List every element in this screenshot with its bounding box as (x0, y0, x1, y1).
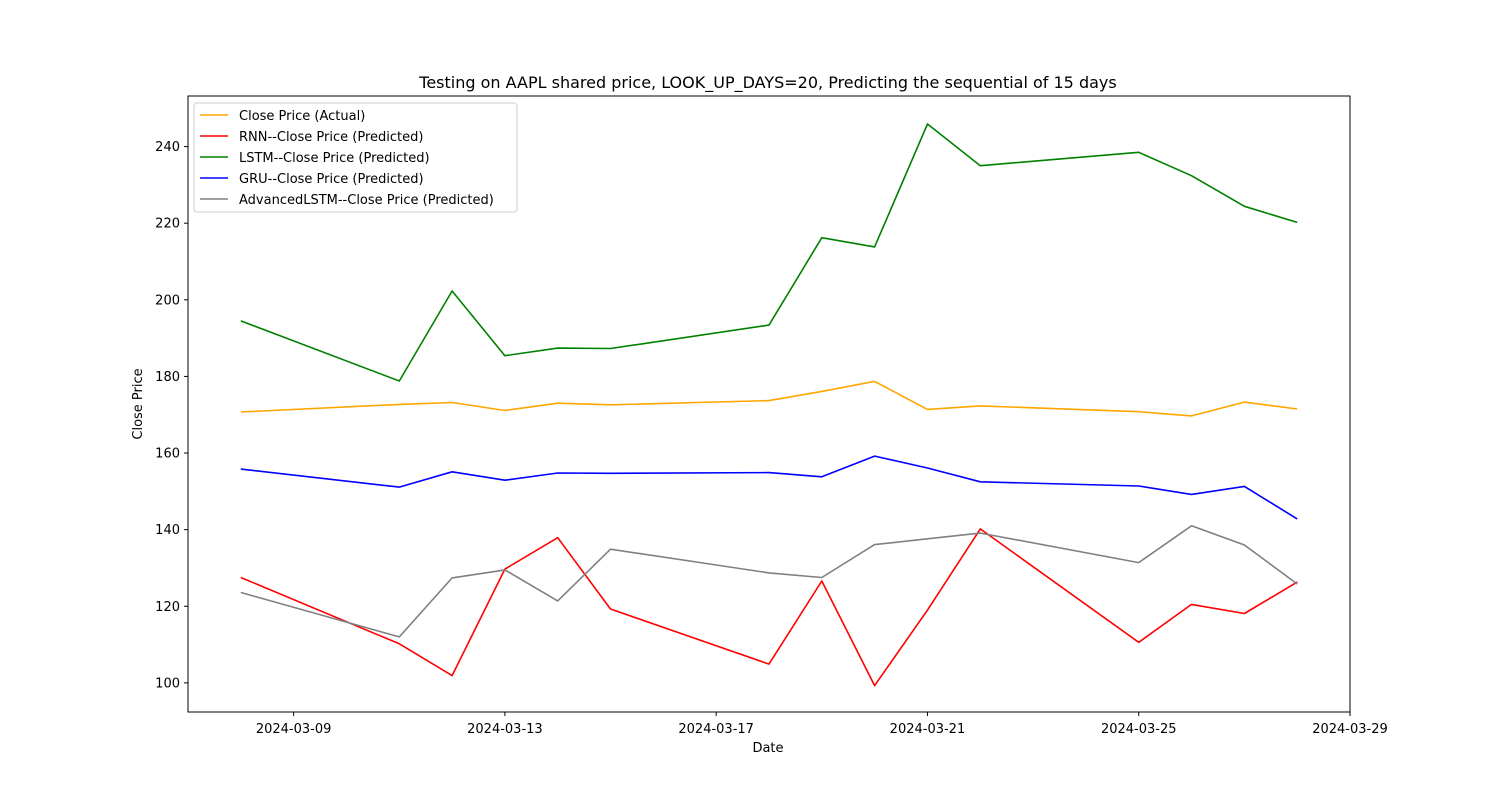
chart-title: Testing on AAPL shared price, LOOK_UP_DA… (418, 73, 1116, 93)
y-tick-label-3: 160 (155, 447, 180, 462)
x-tick-label-5: 2024-03-29 (1312, 722, 1388, 737)
plot-lines (240, 123, 1298, 687)
x-axis-label: Date (752, 741, 783, 756)
y-tick-label-1: 120 (155, 600, 180, 615)
x-tick-label-0: 2024-03-09 (256, 722, 332, 737)
legend-label-4: AdvancedLSTM--Close Price (Predicted) (239, 193, 494, 208)
y-axis-label: Close Price (131, 368, 146, 439)
legend-label-2: LSTM--Close Price (Predicted) (239, 151, 430, 166)
series-line-3 (240, 455, 1298, 520)
x-tick-label-1: 2024-03-13 (467, 722, 543, 737)
series-line-0 (240, 380, 1298, 417)
y-tick-label-4: 180 (155, 370, 180, 385)
y-tick-label-7: 240 (155, 140, 180, 155)
x-tick-label-3: 2024-03-21 (890, 722, 966, 737)
legend: Close Price (Actual) RNN--Close Price (Pr… (193, 102, 518, 213)
x-tick-label-2: 2024-03-17 (678, 722, 754, 737)
legend-label-0: Close Price (Actual) (239, 109, 365, 124)
y-tick-label-0: 100 (155, 676, 180, 691)
x-tick-label-4: 2024-03-25 (1101, 722, 1177, 737)
series-line-2 (240, 123, 1298, 382)
y-tick-label-2: 140 (155, 523, 180, 538)
legend-label-3: GRU--Close Price (Predicted) (239, 172, 424, 187)
plot-frame (187, 95, 1351, 713)
legend-box (193, 102, 518, 213)
y-tick-label-6: 220 (155, 217, 180, 232)
y-axis-ticks: 100 120 140 160 180 200 220 240 (155, 140, 188, 691)
series-line-4 (240, 524, 1298, 638)
series-line-1 (240, 528, 1298, 687)
x-axis-ticks: 2024-03-09 2024-03-13 2024-03-17 2024-03-21… (256, 712, 1388, 737)
legend-label-1: RNN--Close Price (Predicted) (239, 130, 423, 145)
y-tick-label-5: 200 (155, 293, 180, 308)
